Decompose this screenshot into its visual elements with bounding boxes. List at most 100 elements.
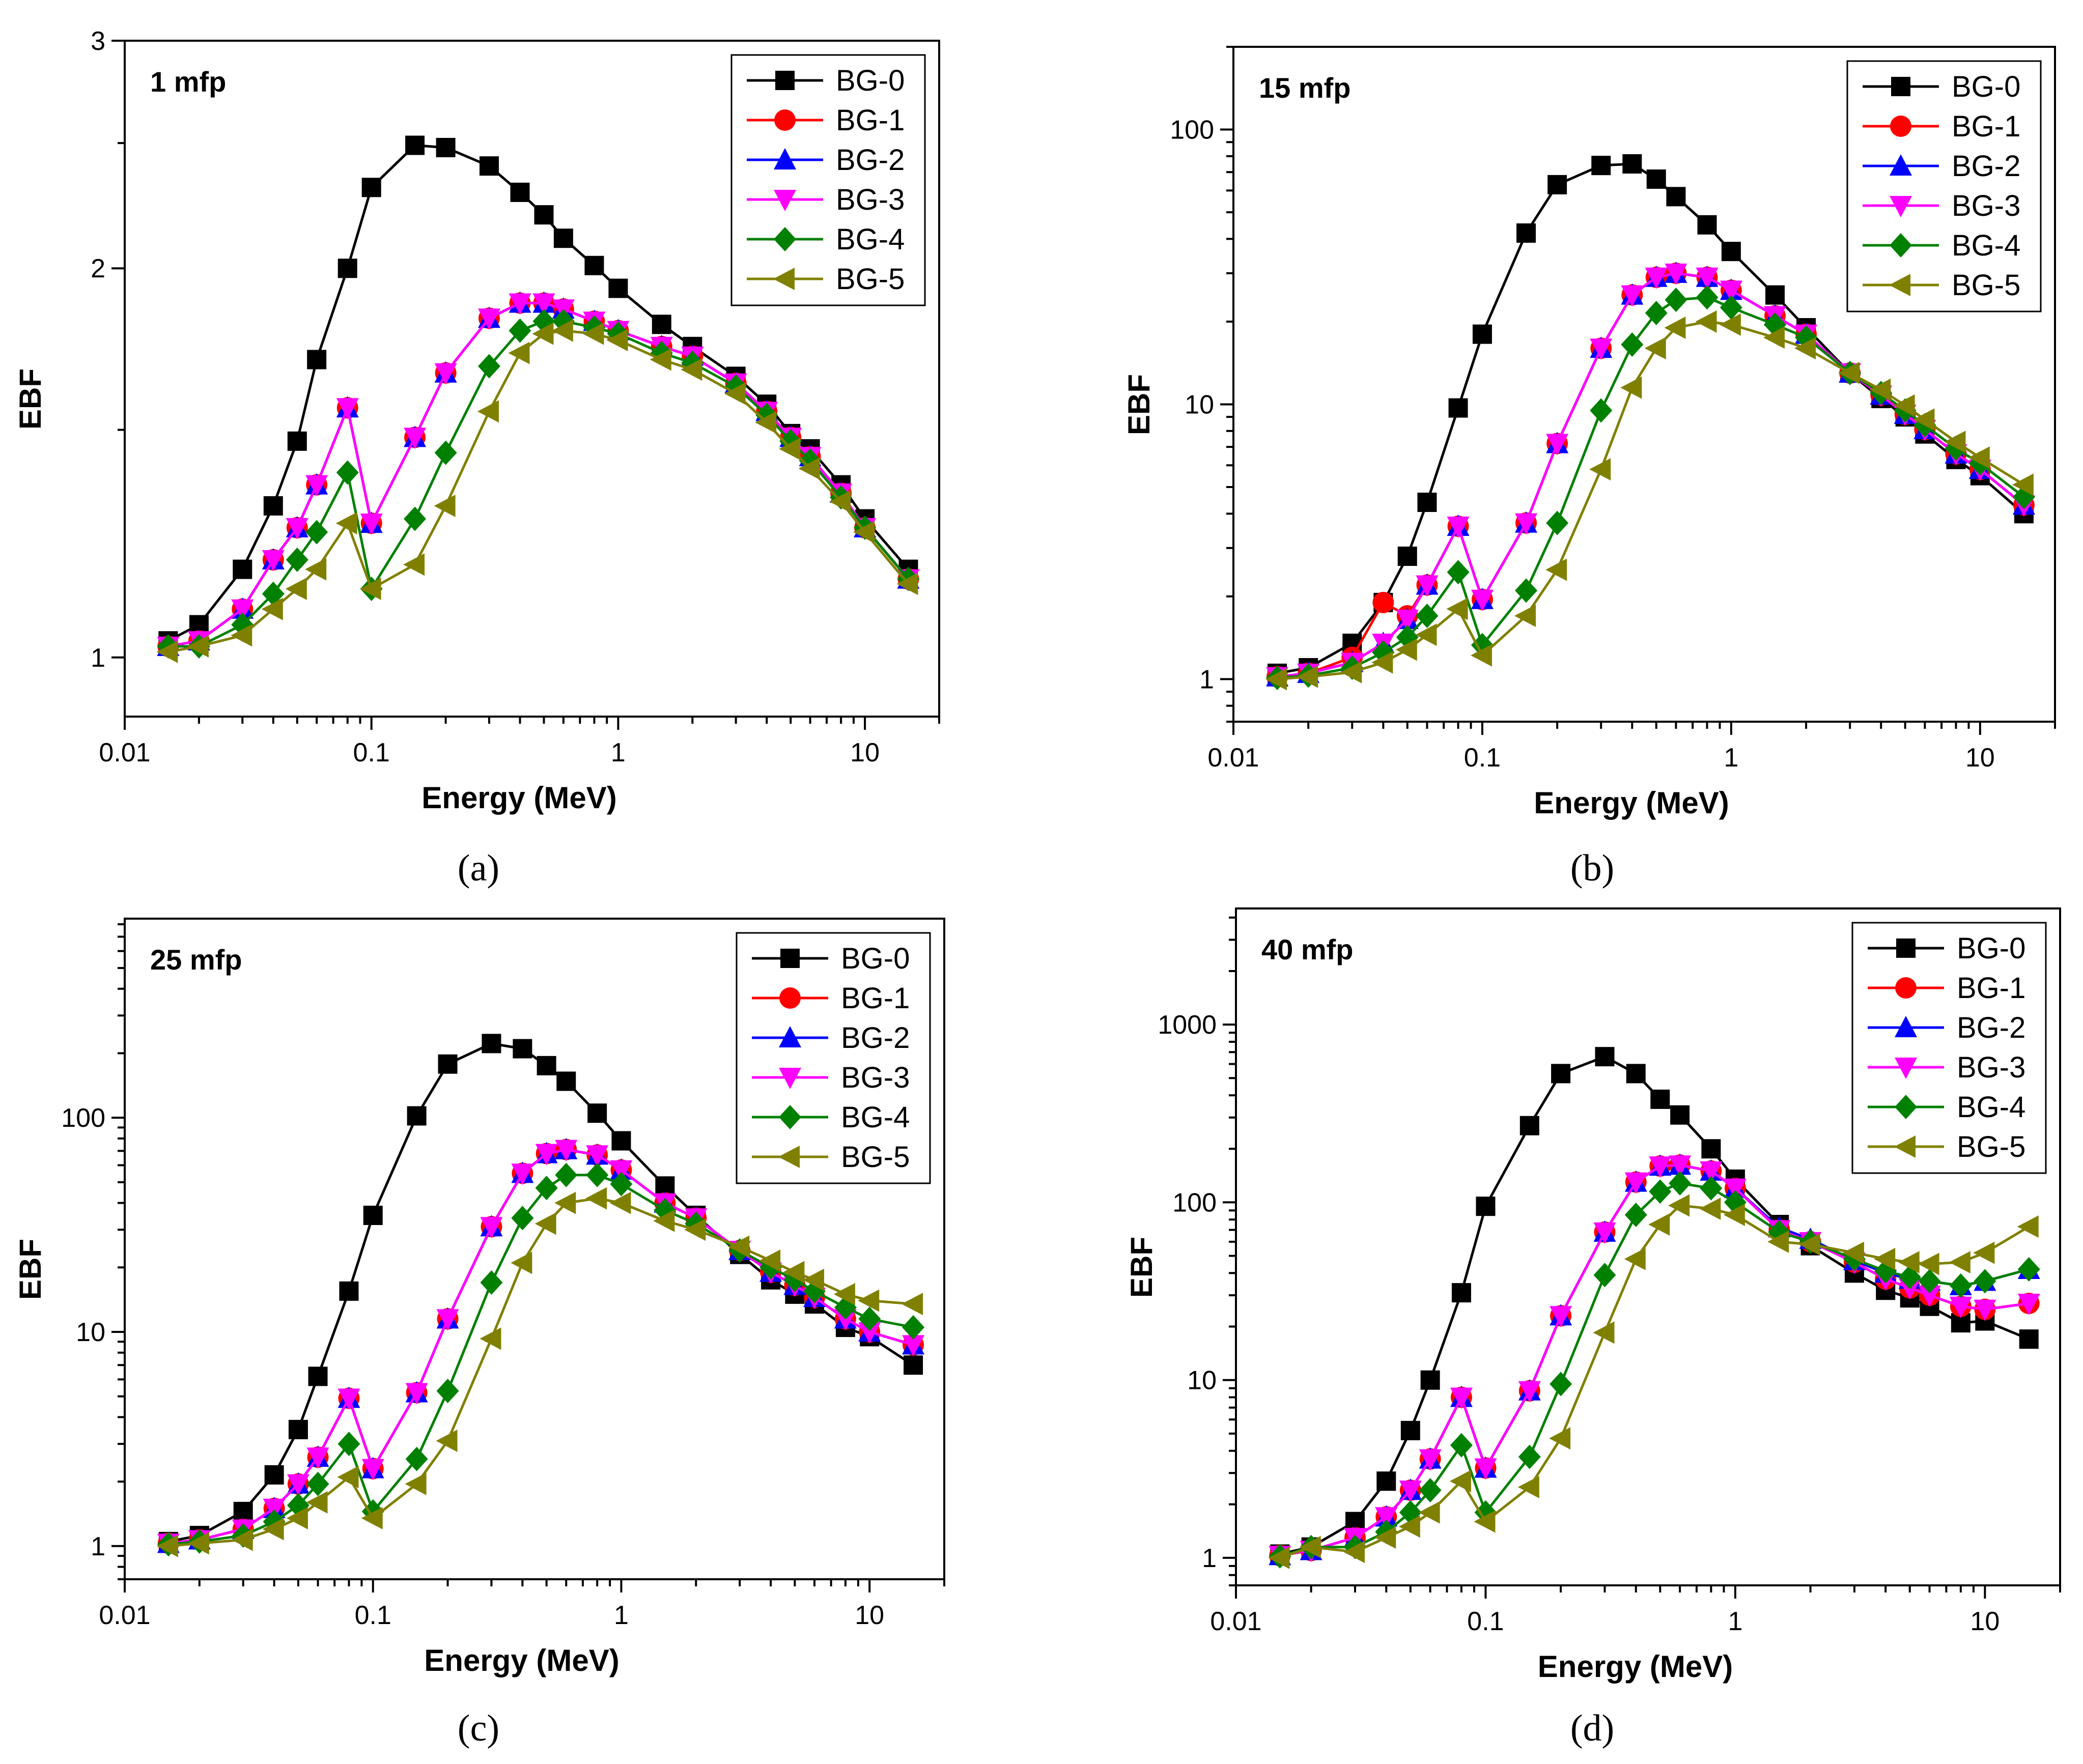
data-point [405,1446,428,1471]
legend-label: BG-2 [1952,150,2020,183]
data-point [534,1212,556,1235]
data-point [434,440,457,465]
data-point [231,624,252,647]
y-tick-label: 1 [1202,1544,1217,1573]
legend-label: BG-4 [1952,229,2020,262]
data-point [436,1309,459,1331]
data-point [477,400,499,423]
data-point [1649,1179,1672,1204]
data-point [1474,1510,1496,1533]
data-point [1838,361,1860,384]
legend-label: BG-0 [841,942,910,975]
legend-marker [774,148,796,169]
data-point [404,506,427,531]
data-point [1268,1546,1290,1569]
data-point [1375,1507,1398,1529]
legend-marker [779,1026,801,1047]
data-point [1376,1471,1396,1491]
plot-frame [124,918,945,1580]
data-point [285,577,307,600]
data-point [1664,316,1686,339]
legend-label: BG-4 [836,223,905,256]
plot-frame [1235,907,2061,1586]
data-point [1417,492,1437,512]
legend-marker [775,71,795,90]
panel-caption: (c) [458,1708,499,1749]
data-point [339,1281,359,1301]
chart-panel-3: 0.01 0.1 1 10 1 10 100 Energy (MeV) EBF 25 mfp (c)… [13,918,945,1749]
data-point [554,1191,576,1214]
legend-item-bg-4: BG-4 [1863,229,2020,262]
data-point [1474,1458,1497,1480]
data-point [306,1447,329,1469]
x-tick-label: 0.01 [1210,1607,1261,1636]
legend-marker [774,190,796,211]
data-point [1669,1155,1692,1177]
data-point [1893,394,1915,417]
data-point [537,1056,556,1075]
data-point [1547,175,1567,194]
legend-label: BG-3 [1957,1051,2025,1084]
data-point [1721,242,1741,262]
legend-item-bg-3: BG-3 [1863,189,2020,222]
data-point [480,1327,501,1350]
y-tick-label: 1 [91,1532,105,1561]
data-point [308,1367,328,1386]
data-point [263,1498,286,1520]
data-point [1297,665,1318,688]
legend-box [1851,922,2047,1174]
data-point [231,1528,253,1551]
legend-label: BG-2 [1957,1011,2025,1044]
data-point [653,1209,675,1232]
data-point [1798,1233,1820,1256]
data-point [1398,1515,1420,1538]
y-tick-label: 1 [91,643,105,673]
data-point [1265,668,1287,691]
panel-label: 1 mfp [150,66,226,98]
data-point [337,1466,359,1489]
legend-label: BG-3 [836,183,905,216]
data-point [1842,1241,1864,1264]
data-point [783,1261,805,1284]
series-line [1277,296,2025,679]
data-point [532,293,555,315]
series-bg-3 [1269,1155,2040,1568]
legend-marker [1894,1135,1916,1158]
data-point [1700,1161,1723,1183]
data-point [1645,300,1668,325]
legend: BG-0 BG-1 BG-2 BG-3 BG-4 BG-5 [730,54,926,306]
data-point [652,315,671,334]
legend-marker [780,949,800,968]
data-point [1645,267,1668,289]
x-axis-title: Energy (MeV) [1538,1649,1733,1684]
data-point [1519,1116,1539,1135]
data-point [405,135,425,155]
data-point [2017,1293,2040,1315]
data-point [511,1206,534,1231]
data-point [187,1532,209,1555]
data-point [1665,288,1687,312]
data-point [858,1306,881,1331]
data-point [902,1315,925,1340]
data-point [361,1506,383,1529]
data-point [1419,1449,1442,1471]
data-point [1665,263,1687,285]
legend-marker [1895,1095,1917,1119]
data-point [834,1309,857,1331]
series-group [1268,1047,2040,1569]
data-point [262,581,285,606]
legend-label: BG-2 [836,144,905,177]
data-point [156,640,178,663]
data-point [2019,1329,2039,1349]
data-point [1719,313,1741,336]
data-point [337,1388,360,1410]
x-tick-label: 0.01 [1207,743,1259,773]
data-point [829,490,851,513]
data-point [405,1383,428,1405]
data-point [1646,169,1666,189]
legend-label: BG-5 [836,263,905,296]
data-point [407,1106,427,1126]
data-point [611,1131,631,1151]
data-point [833,1283,855,1305]
legend-marker [1890,116,1911,137]
